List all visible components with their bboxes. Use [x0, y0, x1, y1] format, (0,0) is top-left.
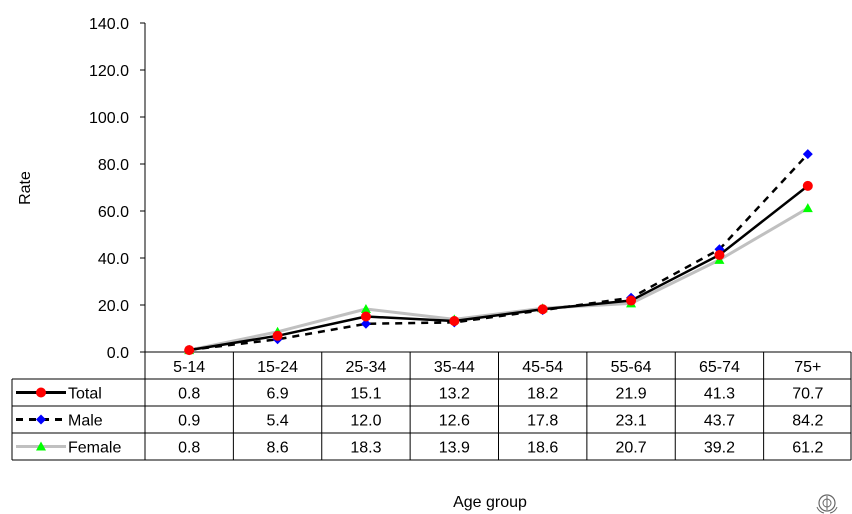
- data-point-total: [802, 180, 813, 191]
- data-table-cell: 41.3: [704, 386, 735, 403]
- data-table-cell: 15.1: [350, 386, 381, 403]
- y-axis-ticks: 0.0 20.0 40.0 60.0 80.0 100.0 120.0 140.0: [89, 16, 145, 362]
- series-line-male: [189, 153, 809, 352]
- x-tick-label: 35-44: [434, 359, 475, 376]
- legend-label: Male: [68, 413, 103, 430]
- series-lines: [188, 153, 809, 352]
- y-tick-label: 120.0: [89, 63, 129, 80]
- data-table-cell: 39.2: [704, 440, 735, 457]
- x-tick-label: 75+: [794, 359, 821, 376]
- y-tick-label: 20.0: [98, 298, 129, 315]
- legend-label: Total: [68, 386, 102, 403]
- y-tick-label: 0.0: [107, 345, 129, 362]
- data-table-cell: 18.6: [527, 440, 558, 457]
- data-table: 5-14 15-24 25-34 35-44 45-54 55-64 65-74 75+ Tot…: [11, 351, 852, 461]
- data-point-male: [360, 318, 371, 329]
- series-markers: [184, 149, 813, 356]
- y-tick-label: 100.0: [89, 110, 129, 127]
- data-table-cell: 12.0: [350, 413, 381, 430]
- data-table-cell: 0.8: [178, 440, 200, 457]
- y-tick-label: 140.0: [89, 16, 129, 33]
- data-point-female: [360, 303, 371, 313]
- data-table-cell: 6.9: [266, 386, 288, 403]
- data-table-cell: 70.7: [792, 386, 823, 403]
- x-tick-label: 15-24: [257, 359, 298, 376]
- data-table-cell: 43.7: [704, 413, 735, 430]
- legend-marker: [36, 414, 46, 425]
- data-table-cell: 23.1: [615, 413, 646, 430]
- data-table-cell: 17.8: [527, 413, 558, 430]
- who-emblem-icon: [816, 494, 838, 514]
- legend-marker: [36, 441, 46, 451]
- data-table-cell: 21.9: [615, 386, 646, 403]
- series-line-total: [188, 184, 809, 352]
- legend-label: Female: [68, 440, 121, 457]
- legend-key-total: [16, 387, 66, 398]
- data-table-cell: 8.6: [266, 440, 288, 457]
- data-point-total: [626, 295, 637, 306]
- data-point-female: [802, 203, 813, 213]
- data-table-cell: 61.2: [792, 440, 823, 457]
- y-tick-label: 80.0: [98, 157, 129, 174]
- data-point-total: [537, 304, 548, 315]
- series-line-female: [188, 206, 809, 352]
- y-tick-label: 40.0: [98, 251, 129, 268]
- data-point-total: [449, 315, 460, 326]
- x-tick-label: 25-34: [345, 359, 386, 376]
- data-table-cell: 5.4: [266, 413, 288, 430]
- data-point-total: [714, 249, 725, 260]
- data-table-cell: 18.3: [350, 440, 381, 457]
- y-tick-label: 60.0: [98, 204, 129, 221]
- data-table-cell: 0.9: [178, 413, 200, 430]
- data-table-cell: 12.6: [439, 413, 470, 430]
- data-point-male: [802, 149, 813, 160]
- y-axis-label: Rate: [17, 171, 34, 205]
- data-table-cell: 13.2: [439, 386, 470, 403]
- data-table-cell: 18.2: [527, 386, 558, 403]
- legend-marker: [36, 387, 46, 398]
- data-table-cell: 20.7: [615, 440, 646, 457]
- x-axis-label: Age group: [453, 494, 527, 511]
- x-tick-label: 45-54: [522, 359, 563, 376]
- data-table-cell: 0.8: [178, 386, 200, 403]
- data-point-total: [272, 330, 283, 341]
- data-point-total: [184, 345, 195, 356]
- legend-key-male: [16, 414, 66, 425]
- data-point-total: [360, 311, 371, 322]
- x-tick-label: 55-64: [611, 359, 652, 376]
- x-tick-label: 65-74: [699, 359, 740, 376]
- x-tick-label: 5-14: [173, 359, 205, 376]
- data-table-cell: 84.2: [792, 413, 823, 430]
- legend-key-female: [16, 441, 66, 451]
- data-table-cell: 13.9: [439, 440, 470, 457]
